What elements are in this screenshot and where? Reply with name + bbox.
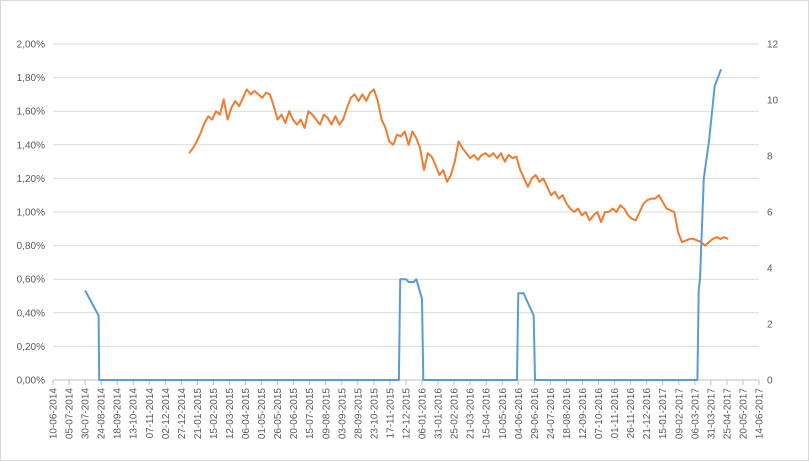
- x-tick-label: 15-07-2015: [305, 388, 316, 440]
- x-tick-label: 26-05-2015: [273, 388, 284, 440]
- x-tick-label: 10-06-2014: [49, 388, 60, 440]
- series-layer: [84, 68, 729, 381]
- x-tick-label: 07-11-2014: [145, 388, 156, 439]
- x-tick-label: 07-10-2016: [594, 388, 605, 440]
- y-left-tick-label: 0,80%: [17, 241, 45, 252]
- x-tick-label: 01-11-2016: [610, 388, 621, 439]
- x-tick-label: 12-09-2016: [578, 388, 589, 440]
- y-left-tick-label: 0,40%: [17, 308, 45, 319]
- x-tick-label: 12-03-2015: [225, 388, 236, 440]
- x-tick-label: 15-02-2015: [209, 388, 220, 440]
- x-tick-label: 01-05-2015: [257, 388, 268, 440]
- y-left-tick-label: 0,20%: [17, 342, 45, 353]
- x-tick-label: 26-11-2016: [626, 388, 637, 439]
- x-axis-labels: 10-06-2014 05-07-2014 30-07-2014 24-08-2014…: [49, 388, 766, 440]
- x-tick-label: 23-10-2015: [369, 388, 380, 440]
- x-tick-label: 17-11-2015: [385, 388, 396, 439]
- x-tick-label: 25-04-2017: [722, 388, 733, 440]
- x-tick-label: 20-05-2017: [738, 388, 749, 440]
- x-tick-label: 13-10-2014: [129, 388, 140, 440]
- x-tick-label: 10-05-2016: [498, 388, 509, 440]
- y-right-tick-label: 2: [767, 320, 773, 331]
- x-tick-label: 18-08-2016: [562, 388, 573, 440]
- x-tick-label: 20-06-2015: [289, 388, 300, 440]
- y-left-tick-label: 1,60%: [17, 107, 45, 118]
- x-tick-label: 06-03-2017: [690, 388, 701, 440]
- x-tick-label: 21-01-2015: [193, 388, 204, 440]
- x-tick-label: 25-02-2016: [450, 388, 461, 440]
- x-tick-label: 05-07-2014: [65, 388, 76, 440]
- series-line-2: [84, 68, 723, 381]
- x-tick-label: 06-01-2016: [418, 388, 429, 440]
- x-tick-label: 09-08-2015: [321, 388, 332, 440]
- y-right-tick-label: 6: [767, 208, 773, 219]
- x-tick-label: 02-12-2014: [161, 388, 172, 440]
- x-tick-label: 18-09-2014: [113, 388, 124, 440]
- y-left-tick-label: 0,00%: [17, 376, 45, 387]
- x-tick-label: 21-03-2016: [466, 388, 477, 440]
- y-right-tick-label: 0: [767, 376, 773, 387]
- gridlines: [53, 43, 759, 347]
- y-right-tick-label: 8: [767, 152, 773, 163]
- y-left-tick-label: 1,80%: [17, 73, 45, 84]
- x-tick-label: 24-08-2014: [97, 388, 108, 440]
- y-left-tick-label: 1,20%: [17, 174, 45, 185]
- x-tick-label: 04-06-2016: [514, 388, 525, 440]
- x-tick-label: 09-02-2017: [674, 388, 685, 440]
- x-tick-label: 30-07-2014: [81, 388, 92, 440]
- x-tick-label: 12-12-2015: [402, 388, 413, 440]
- y-right-tick-label: 12: [767, 40, 779, 51]
- x-tick-label: 15-01-2017: [658, 388, 669, 440]
- x-tick-label: 31-03-2017: [706, 388, 717, 440]
- y-left-tick-label: 1,00%: [17, 208, 45, 219]
- x-tick-label: 28-09-2015: [353, 388, 364, 440]
- y-right-tick-label: 4: [767, 264, 773, 275]
- x-tick-label: 24-07-2016: [546, 388, 557, 440]
- y-right-tick-label: 10: [767, 96, 779, 107]
- y-left-tick-label: 1,40%: [17, 140, 45, 151]
- x-tick-label: 31-01-2016: [434, 388, 445, 440]
- x-tick-label: 06-04-2015: [241, 388, 252, 440]
- y-axis-right-labels: 0 2 4 6 8 10 12: [767, 40, 779, 387]
- y-left-tick-label: 0,60%: [17, 275, 45, 286]
- y-left-tick-label: 2,00%: [17, 40, 45, 51]
- x-tick-label: 29-06-2016: [530, 388, 541, 440]
- series-line-1: [188, 88, 729, 247]
- x-tick-label: 27-12-2014: [177, 388, 188, 440]
- x-tick-label: 03-09-2015: [337, 388, 348, 440]
- x-tick-label: 15-04-2016: [482, 388, 493, 440]
- x-tick-label: 21-12-2016: [642, 388, 653, 440]
- x-tick-label: 14-06-2017: [755, 388, 766, 440]
- y-axis-left-labels: 0,00% 0,20% 0,40% 0,60% 0,80% 1,00% 1,20% 1,40%…: [17, 40, 45, 387]
